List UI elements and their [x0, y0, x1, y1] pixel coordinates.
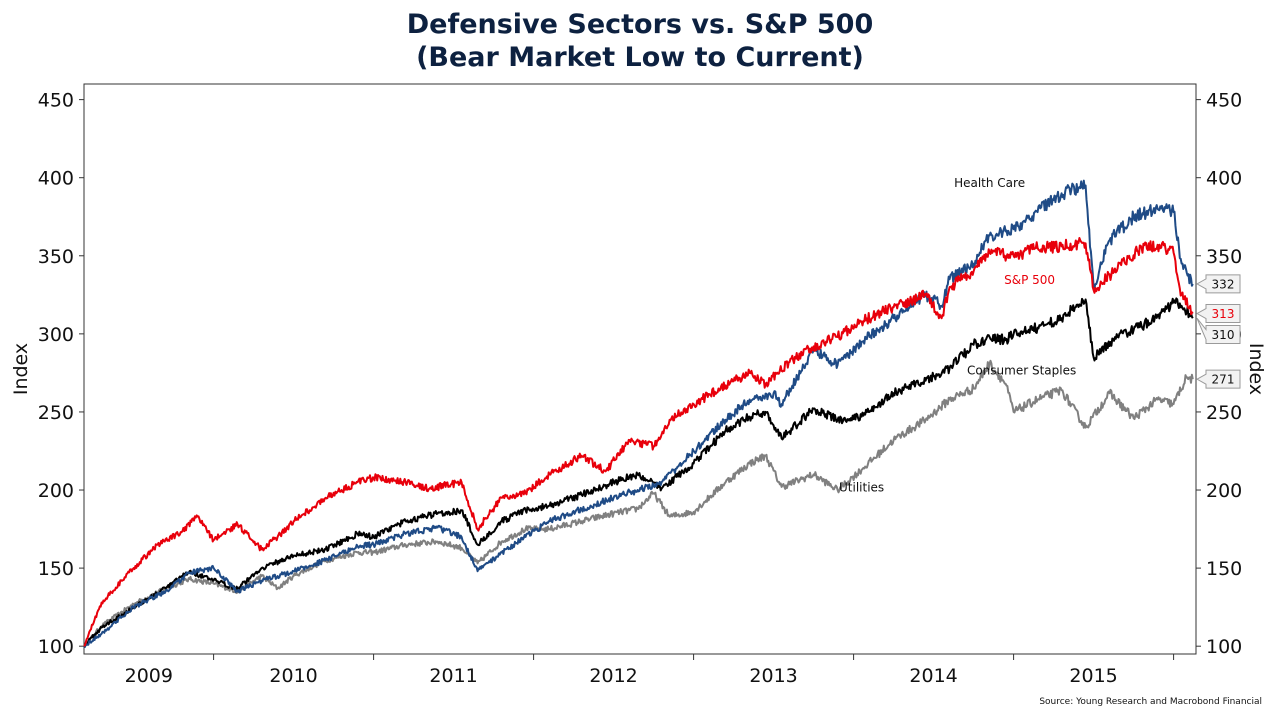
- x-tick-label: 2013: [749, 665, 797, 687]
- source-note: Source: Young Research and Macrobond Fin…: [1039, 697, 1262, 707]
- y-tick-right-label: 100: [1206, 636, 1242, 658]
- series-annotation: Health Care: [954, 176, 1025, 190]
- end-value-text: 271: [1212, 373, 1235, 387]
- end-value-box: [1195, 274, 1241, 294]
- y-axis-left-label: Index: [10, 343, 32, 395]
- series-annotation: S&P 500: [1004, 273, 1055, 287]
- y-tick-right-label: 150: [1206, 558, 1242, 580]
- y-tick-right-label: 400: [1206, 168, 1242, 190]
- y-axis-right-label: Index: [1245, 343, 1267, 395]
- y-tick-left-label: 300: [38, 324, 74, 346]
- end-value-label: 310: [1196, 317, 1241, 345]
- x-tick-label: 2009: [125, 665, 173, 687]
- series-line-consumer-staples: [83, 297, 1194, 648]
- x-tick-label: 2014: [909, 665, 957, 687]
- end-value-label: 271: [1195, 369, 1241, 389]
- y-tick-left-label: 200: [38, 480, 74, 502]
- chart-title: Defensive Sectors vs. S&P 500: [407, 9, 874, 40]
- end-value-label: 332: [1195, 274, 1241, 294]
- series-layer: [83, 179, 1194, 648]
- y-tick-left-label: 100: [38, 636, 74, 658]
- series-line-utilities: [83, 359, 1194, 648]
- y-tick-left-label: 350: [38, 246, 74, 268]
- y-tick-right-label: 450: [1206, 90, 1242, 112]
- x-tick-label: 2010: [269, 665, 317, 687]
- y-tick-left-label: 250: [38, 402, 74, 424]
- end-value-label: 313: [1195, 304, 1241, 324]
- y-tick-right-label: 200: [1206, 480, 1242, 502]
- y-axis-left: 100 150 200 250 300 350 400 450: [38, 90, 84, 658]
- x-tick-label: 2015: [1069, 665, 1117, 687]
- end-value-box: [1195, 304, 1241, 324]
- series-line-s-p-500: [83, 237, 1194, 647]
- value-label-layer: 332 313 310 271: [1195, 274, 1241, 389]
- chart-subtitle: (Bear Market Low to Current): [416, 42, 864, 73]
- end-value-text: 310: [1212, 328, 1235, 342]
- plot-frame: [83, 83, 1197, 655]
- end-value-box: [1195, 369, 1241, 389]
- x-axis: 2009 2010 2011 2012 2013 2014 2015: [125, 654, 1175, 687]
- x-tick-label: 2012: [589, 665, 637, 687]
- x-tick-label: 2011: [429, 665, 477, 687]
- end-value-text: 332: [1212, 277, 1235, 291]
- y-tick-right-label: 350: [1206, 246, 1242, 268]
- series-line-health-care: [83, 179, 1194, 648]
- y-tick-left-label: 450: [38, 90, 74, 112]
- y-tick-left-label: 400: [38, 168, 74, 190]
- y-tick-left-label: 150: [38, 558, 74, 580]
- annotation-layer: Health Care S&P 500 Consumer Staples Utilit…: [839, 176, 1076, 495]
- end-value-text: 313: [1212, 307, 1235, 321]
- y-tick-right-label: 250: [1206, 402, 1242, 424]
- series-annotation: Utilities: [839, 481, 884, 495]
- end-value-box: [1196, 317, 1241, 345]
- series-annotation: Consumer Staples: [967, 363, 1076, 377]
